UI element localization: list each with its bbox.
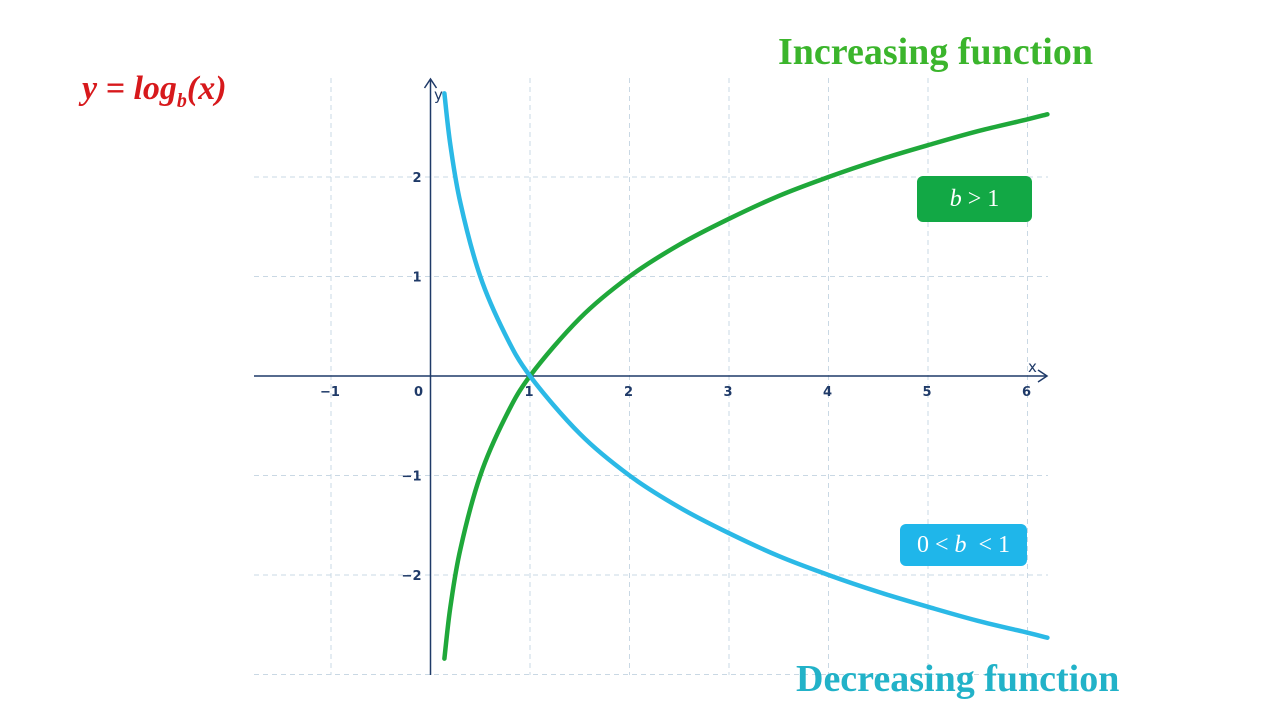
x-tick-label: 0 [414,385,423,400]
tick-labels: −1 0 1 2 3 4 5 6 −2 −1 1 2 [320,171,1031,584]
formula-y: y [82,70,98,107]
badge-inc-rest: > 1 [961,185,1000,212]
decreasing-function-title: Decreasing function [796,658,1120,700]
x-axis-arrow-icon [1037,369,1049,383]
formula-arg: (x) [186,70,227,107]
axes [254,77,1049,675]
decreasing-curve [442,91,1050,640]
x-tick-label: 4 [823,385,832,400]
y-tick-label: 1 [412,271,421,286]
x-axis-label: x [1028,358,1037,376]
series [442,91,1050,661]
increasing-curve [442,112,1050,661]
increasing-function-title: Increasing function [778,31,1093,73]
formula: y = logb(x) [82,70,227,113]
badge-inc-b: b [949,185,962,212]
badge-b-greater-than-one: b > 1 [917,176,1032,222]
x-tick-label: 6 [1022,385,1031,400]
badge-dec-rest: < 1 [966,531,1011,558]
x-tick-label: 5 [922,385,931,400]
y-tick-label: −1 [402,470,422,485]
y-axis-arrow-icon [423,77,438,89]
badge-dec-b: b [954,531,967,558]
badge-dec-pre: 0 < [916,531,955,558]
y-tick-label: −2 [402,569,422,584]
formula-base: b [176,90,187,112]
y-tick-label: 2 [412,171,421,186]
formula-log: log [133,70,177,107]
badge-b-between-zero-and-one: 0 < b < 1 [900,524,1027,566]
x-tick-label: 1 [524,385,533,400]
formula-equals: = [97,70,134,107]
x-tick-label: 3 [723,385,732,400]
x-tick-label: −1 [320,385,340,400]
x-tick-label: 2 [624,385,633,400]
y-axis-label: y [434,86,443,104]
